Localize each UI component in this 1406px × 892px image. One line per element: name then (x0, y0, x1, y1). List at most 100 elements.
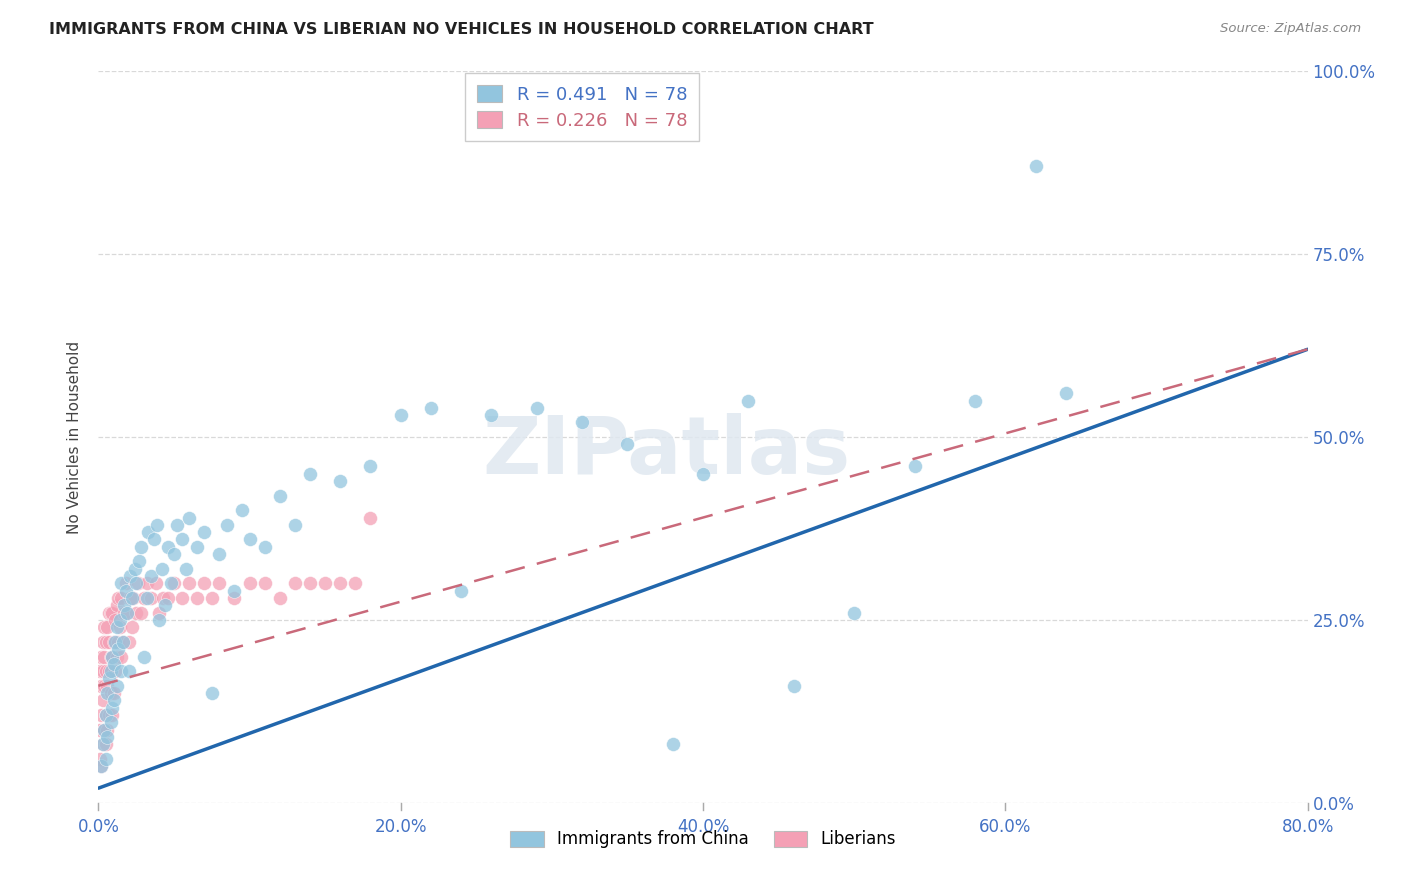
Text: ZIPatlas: ZIPatlas (482, 413, 851, 491)
Point (141, 591, 163, 605)
Point (179, 510, 201, 524)
Point (104, 613, 127, 627)
Point (101, 708, 124, 723)
Point (692, 467, 714, 481)
Point (91, 635, 114, 649)
Point (193, 576, 215, 591)
Point (107, 635, 129, 649)
Point (125, 576, 148, 591)
Point (120, 591, 142, 605)
Point (101, 606, 124, 620)
Point (90, 759, 112, 773)
Point (193, 525, 215, 540)
Point (105, 679, 128, 693)
Point (148, 606, 170, 620)
Point (94, 708, 117, 723)
Point (103, 657, 125, 671)
Point (93, 723, 115, 737)
Point (105, 649, 128, 664)
Point (121, 591, 143, 605)
Point (616, 437, 638, 451)
Point (100, 686, 122, 700)
Point (170, 591, 193, 605)
Point (104, 664, 127, 678)
Point (112, 599, 135, 613)
Point (128, 554, 150, 568)
Point (163, 547, 186, 561)
Legend: Immigrants from China, Liberians: Immigrants from China, Liberians (502, 822, 904, 856)
Point (135, 591, 157, 605)
Point (201, 591, 224, 605)
Point (284, 517, 307, 532)
Point (127, 576, 149, 591)
Point (96, 686, 118, 700)
Point (132, 649, 155, 664)
Point (90, 759, 112, 773)
Point (96, 620, 118, 634)
Point (111, 635, 134, 649)
Point (101, 700, 124, 714)
Point (844, 606, 866, 620)
Point (104, 635, 127, 649)
Point (103, 693, 125, 707)
Point (108, 620, 131, 634)
Point (98, 635, 121, 649)
Point (208, 576, 231, 591)
Point (208, 547, 231, 561)
Y-axis label: No Vehicles in Household: No Vehicles in Household (67, 341, 83, 533)
Point (96, 723, 118, 737)
Point (170, 533, 193, 547)
Point (125, 606, 148, 620)
Point (179, 576, 201, 591)
Point (91, 664, 114, 678)
Point (360, 459, 382, 474)
Point (120, 569, 142, 583)
Point (114, 583, 136, 598)
Point (118, 635, 141, 649)
Point (215, 517, 238, 532)
Point (360, 510, 382, 524)
Point (100, 715, 122, 730)
Point (100, 664, 122, 678)
Point (1054, 386, 1077, 401)
Point (136, 525, 159, 540)
Point (156, 540, 179, 554)
Point (89, 752, 111, 766)
Point (329, 474, 352, 488)
Point (124, 562, 146, 576)
Text: Source: ZipAtlas.com: Source: ZipAtlas.com (1220, 22, 1361, 36)
Point (299, 467, 322, 481)
Point (141, 569, 163, 583)
Point (329, 576, 352, 591)
Point (135, 576, 157, 591)
Point (110, 649, 132, 664)
Point (98, 672, 121, 686)
Point (94, 664, 117, 678)
Point (100, 606, 122, 620)
Point (224, 583, 246, 598)
Point (103, 635, 125, 649)
Point (153, 599, 176, 613)
Point (526, 401, 548, 415)
Point (186, 591, 208, 605)
Text: IMMIGRANTS FROM CHINA VS LIBERIAN NO VEHICLES IN HOUSEHOLD CORRELATION CHART: IMMIGRANTS FROM CHINA VS LIBERIAN NO VEH… (49, 22, 875, 37)
Point (269, 489, 291, 503)
Point (148, 613, 170, 627)
Point (145, 576, 167, 591)
Point (98, 664, 121, 678)
Point (284, 576, 307, 591)
Point (107, 642, 129, 657)
Point (420, 401, 443, 415)
Point (965, 393, 987, 408)
Point (129, 606, 152, 620)
Point (224, 591, 246, 605)
Point (91, 737, 114, 751)
Point (90, 708, 112, 723)
Point (1024, 160, 1046, 174)
Point (90, 679, 112, 693)
Point (100, 649, 122, 664)
Point (571, 416, 593, 430)
Point (94, 752, 117, 766)
Point (115, 606, 138, 620)
Point (98, 708, 121, 723)
